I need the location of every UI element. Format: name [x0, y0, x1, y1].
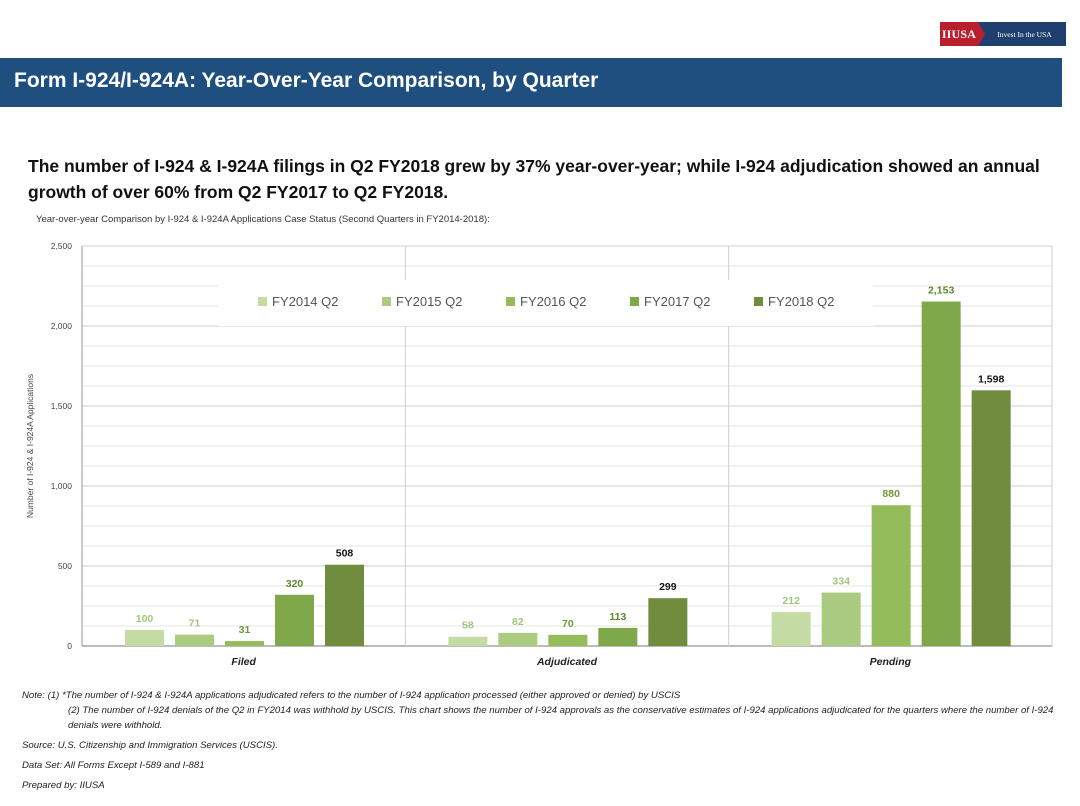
category-label: Pending — [870, 656, 912, 668]
legend-swatch — [630, 297, 639, 306]
legend-label: FY2017 Q2 — [644, 294, 711, 309]
bar — [821, 592, 861, 646]
legend-box — [218, 280, 873, 326]
data-label: 1,598 — [978, 373, 1004, 385]
dataset-text: Data Set: All Forms Except I-589 and I-8… — [22, 760, 205, 771]
note-1: Note: (1) *The number of I-924 & I-924A … — [22, 690, 681, 701]
logo-tagline: Invest In the USA — [985, 22, 1066, 46]
bar — [125, 630, 164, 646]
legend-label: FY2016 Q2 — [520, 294, 587, 309]
legend-swatch — [506, 297, 515, 306]
y-tick-label: 2,500 — [51, 241, 73, 251]
y-tick-label: 0 — [67, 641, 72, 651]
chart-svg: 0 500 1,000 1,500 2,000 2,500 Number of I-924 … — [25, 241, 1053, 668]
data-label: 320 — [286, 578, 304, 590]
y-tick-label: 2,000 — [51, 321, 73, 331]
y-tick-label: 500 — [58, 561, 72, 571]
data-label: 31 — [239, 624, 251, 636]
bar — [921, 301, 961, 646]
legend-label: FY2015 Q2 — [396, 294, 463, 309]
bar — [598, 627, 638, 646]
bar — [325, 564, 364, 646]
bar — [871, 505, 911, 646]
data-label: 71 — [189, 618, 201, 630]
prepared-by-text: Prepared by: IIUSA — [22, 780, 105, 791]
legend-swatch — [258, 297, 267, 306]
bar — [548, 634, 588, 646]
bar — [175, 634, 214, 646]
data-label: 880 — [882, 488, 900, 500]
note-2: (2) The number of I-924 denials of the Q… — [68, 705, 1054, 731]
notes-section: Note: (1) *The number of I-924 & I-924A … — [22, 688, 1062, 733]
data-label: 299 — [659, 581, 677, 593]
data-label: 212 — [782, 595, 800, 607]
headline: The number of I-924 & I-924A filings in … — [28, 156, 1040, 202]
legend-swatch — [382, 297, 391, 306]
bar — [771, 612, 811, 646]
legend-label: FY2014 Q2 — [272, 294, 339, 309]
data-label: 70 — [562, 618, 574, 630]
data-label: 82 — [512, 616, 524, 628]
data-label: 113 — [609, 611, 626, 623]
chart-title: Year-over-year Comparison by I-924 & I-9… — [36, 214, 490, 225]
bar — [498, 632, 538, 646]
logo-arrow-shape — [978, 22, 985, 46]
bar — [971, 390, 1011, 646]
y-tick-label: 1,000 — [51, 481, 73, 491]
data-label: 100 — [136, 613, 154, 625]
bar — [275, 594, 314, 646]
y-axis-label: Number of I-924 & I-924A Applications — [25, 374, 35, 518]
bar — [225, 641, 264, 646]
data-label: 508 — [336, 548, 354, 560]
source-text: Source: U.S. Citizenship and Immigration… — [22, 740, 278, 751]
bar — [648, 598, 688, 646]
legend-swatch — [754, 297, 763, 306]
title-bar: Form I-924/I-924A: Year-Over-Year Compar… — [0, 58, 1062, 107]
legend-label: FY2018 Q2 — [768, 294, 835, 309]
category-label: Adjudicated — [536, 656, 598, 668]
logo-wordmark: IIUSA — [940, 22, 978, 46]
bar-chart: 0 500 1,000 1,500 2,000 2,500 Number of I-924 … — [20, 236, 1060, 681]
data-label: 58 — [462, 620, 474, 632]
y-tick-label: 1,500 — [51, 401, 73, 411]
bar — [448, 636, 488, 646]
data-label: 2,153 — [928, 285, 954, 297]
iiusa-logo: IIUSA Invest In the USA — [940, 22, 1066, 46]
page-title: Form I-924/I-924A: Year-Over-Year Compar… — [14, 69, 599, 92]
data-label: 334 — [832, 576, 850, 588]
category-label: Filed — [231, 656, 256, 668]
